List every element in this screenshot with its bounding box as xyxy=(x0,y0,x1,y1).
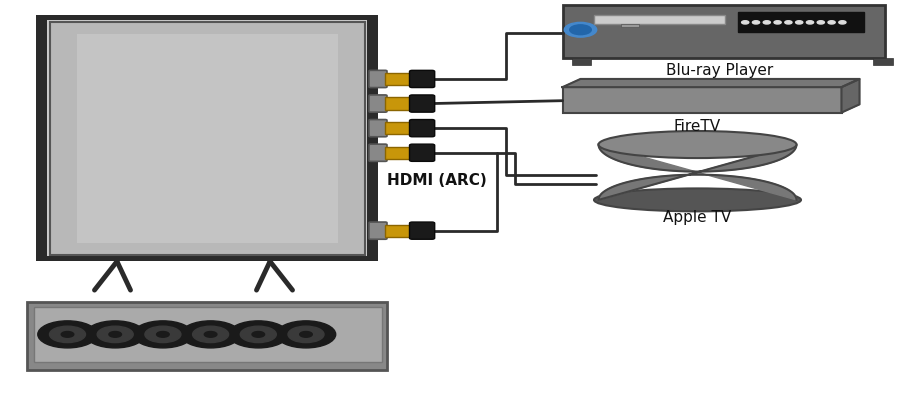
Circle shape xyxy=(763,22,770,25)
Bar xyxy=(621,25,639,28)
Circle shape xyxy=(774,22,781,25)
Circle shape xyxy=(229,321,288,348)
Circle shape xyxy=(276,321,336,348)
Bar xyxy=(47,21,367,257)
Circle shape xyxy=(252,332,265,337)
Circle shape xyxy=(61,332,74,337)
FancyBboxPatch shape xyxy=(410,71,435,88)
Bar xyxy=(385,123,412,135)
Circle shape xyxy=(752,22,760,25)
Polygon shape xyxy=(842,80,859,113)
Circle shape xyxy=(133,321,193,348)
Circle shape xyxy=(109,332,122,337)
Circle shape xyxy=(97,326,133,343)
Circle shape xyxy=(839,22,846,25)
FancyBboxPatch shape xyxy=(369,120,387,137)
Text: Apple TV: Apple TV xyxy=(663,209,732,224)
Ellipse shape xyxy=(594,189,801,212)
Circle shape xyxy=(300,332,312,337)
Circle shape xyxy=(181,321,240,348)
Bar xyxy=(562,6,885,59)
Polygon shape xyxy=(598,145,796,200)
Bar xyxy=(385,74,412,86)
Circle shape xyxy=(50,326,86,343)
Circle shape xyxy=(570,26,591,36)
Circle shape xyxy=(564,23,597,38)
Bar xyxy=(76,35,338,243)
Polygon shape xyxy=(562,80,860,88)
Bar xyxy=(385,147,412,160)
FancyBboxPatch shape xyxy=(369,222,387,240)
Bar xyxy=(562,88,842,113)
FancyBboxPatch shape xyxy=(369,96,387,113)
Circle shape xyxy=(288,326,324,343)
Bar xyxy=(34,307,382,362)
Circle shape xyxy=(796,22,803,25)
FancyBboxPatch shape xyxy=(369,145,387,162)
Circle shape xyxy=(204,332,217,337)
Circle shape xyxy=(742,22,749,25)
Circle shape xyxy=(828,22,835,25)
Bar xyxy=(50,22,365,256)
Bar xyxy=(385,98,412,110)
FancyBboxPatch shape xyxy=(410,96,435,113)
Circle shape xyxy=(86,321,145,348)
Bar xyxy=(594,16,724,25)
FancyBboxPatch shape xyxy=(369,71,387,88)
FancyBboxPatch shape xyxy=(410,222,435,240)
Text: HDMI (ARC): HDMI (ARC) xyxy=(387,173,487,187)
Circle shape xyxy=(193,326,229,343)
Ellipse shape xyxy=(598,132,796,159)
Circle shape xyxy=(157,332,169,337)
Circle shape xyxy=(240,326,276,343)
Bar xyxy=(738,13,864,33)
Circle shape xyxy=(38,321,97,348)
Text: FireTV: FireTV xyxy=(674,119,721,133)
Circle shape xyxy=(806,22,814,25)
Bar xyxy=(385,225,412,237)
Circle shape xyxy=(817,22,824,25)
Bar xyxy=(873,59,893,66)
FancyBboxPatch shape xyxy=(410,120,435,137)
Bar xyxy=(27,303,387,370)
FancyBboxPatch shape xyxy=(410,145,435,162)
Bar xyxy=(36,16,378,262)
Circle shape xyxy=(785,22,792,25)
Text: Blu-ray Player: Blu-ray Player xyxy=(666,63,774,78)
Bar xyxy=(572,59,591,66)
Circle shape xyxy=(145,326,181,343)
